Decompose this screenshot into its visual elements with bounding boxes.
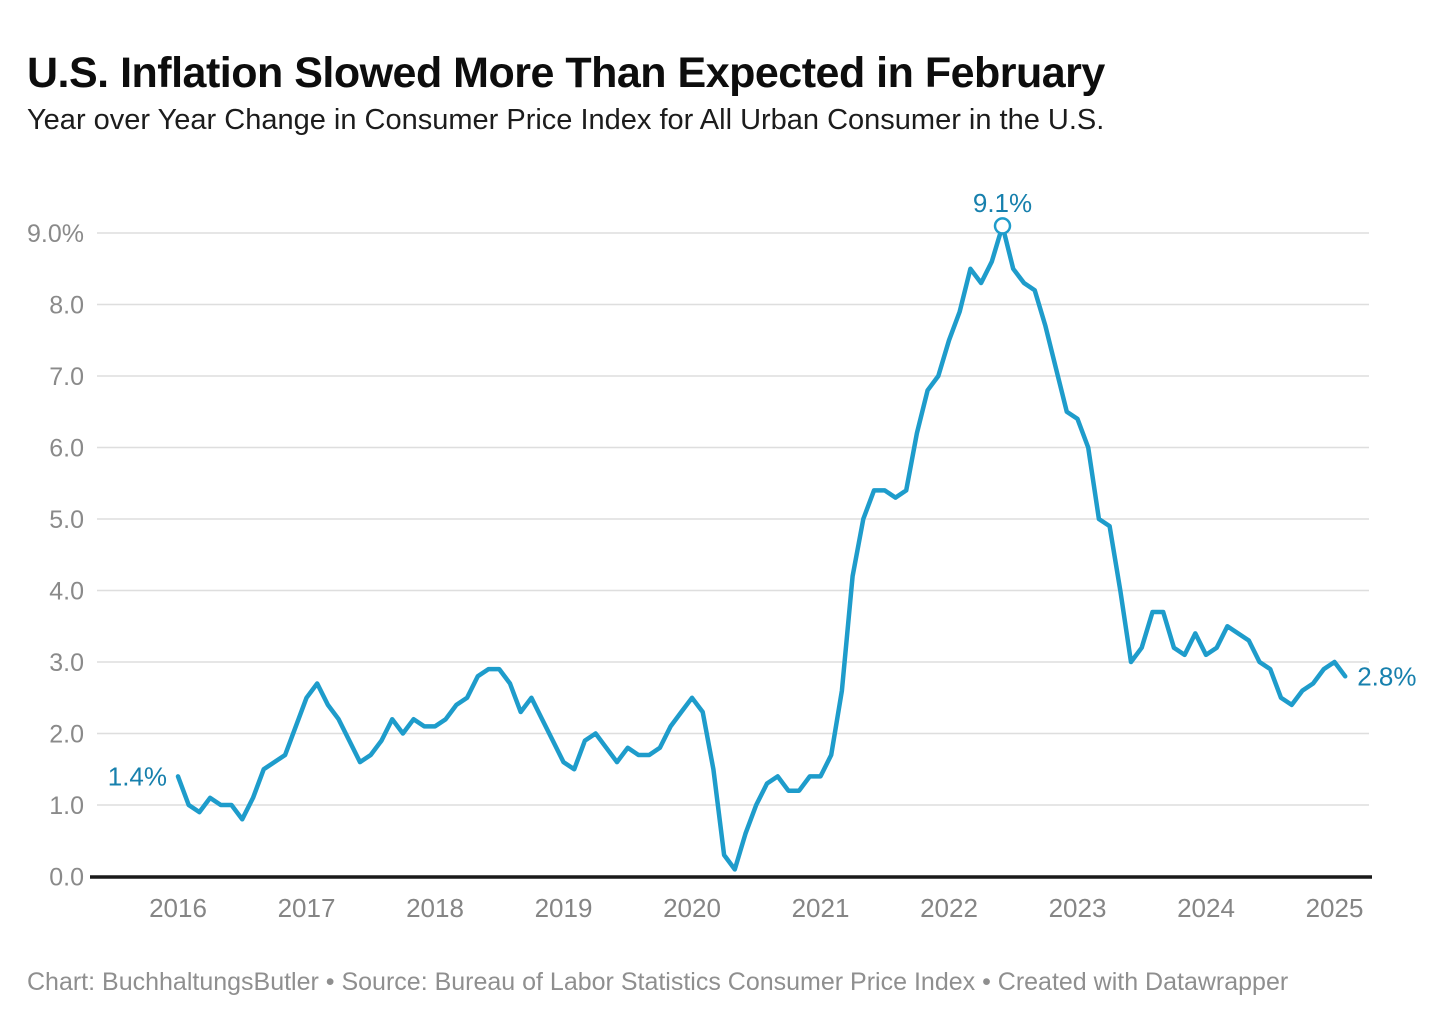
x-axis-tick-label: 2016 xyxy=(149,893,207,923)
cpi-line-series xyxy=(175,223,1348,872)
y-axis-tick-label: 6.0 xyxy=(49,435,84,463)
x-axis-tick-label: 2018 xyxy=(406,893,464,923)
x-axis-tick-label: 2022 xyxy=(920,893,978,923)
y-axis-tick-label: 0.0 xyxy=(49,864,84,892)
y-axis-tick-label: 2.0 xyxy=(49,721,84,749)
y-axis-tick-label: 1.0 xyxy=(49,792,84,820)
x-axis-tick-label: 2017 xyxy=(278,893,336,923)
y-axis-tick-label: 4.0 xyxy=(49,578,84,606)
x-axis-tick-label: 2021 xyxy=(792,893,850,923)
x-axis-tick-label: 2019 xyxy=(535,893,593,923)
annotation-label: 1.4% xyxy=(108,761,167,791)
chart-subtitle: Year over Year Change in Consumer Price … xyxy=(27,104,1105,136)
annotation-label: 9.1% xyxy=(973,188,1032,218)
chart-title: U.S. Inflation Slowed More Than Expected… xyxy=(27,48,1105,97)
y-axis-tick-label: 3.0 xyxy=(49,649,84,677)
y-axis-tick-label: 8.0 xyxy=(49,292,84,320)
x-axis-tick-label: 2024 xyxy=(1177,893,1235,923)
peak-marker-circle xyxy=(993,217,1012,235)
annotation-label: 2.8% xyxy=(1357,661,1416,691)
x-axis-tick-label: 2020 xyxy=(663,893,721,923)
x-axis-tick-label: 2025 xyxy=(1306,893,1364,923)
y-axis-tick-label: 9.0% xyxy=(27,220,84,248)
chart-footer-attribution: Chart: BuchhaltungsButler • Source: Bure… xyxy=(27,968,1289,996)
x-axis-tick-label: 2023 xyxy=(1049,893,1107,923)
y-axis-tick-label: 7.0 xyxy=(49,363,84,391)
y-axis-tick-label: 5.0 xyxy=(49,506,84,534)
